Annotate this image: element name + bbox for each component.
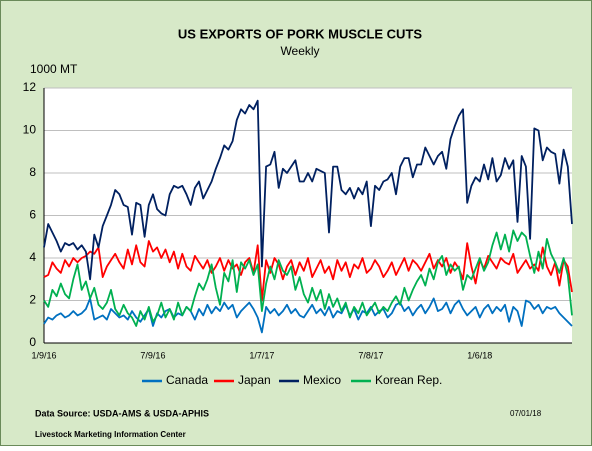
y-tick-label: 10 [23,123,37,137]
series-line [43,229,573,327]
y-tick-label: 6 [29,208,36,222]
x-tick-label: 1/6/18 [467,350,492,360]
legend-label: Korean Rep. [375,373,442,387]
y-axis-label: 1000 MT [30,62,78,76]
y-tick-label: 2 [29,293,36,307]
x-tick-label: 1/9/16 [31,350,56,360]
y-tick-label: 0 [29,335,36,349]
y-tick-label: 12 [23,80,37,94]
y-tick-label: 4 [29,250,36,264]
date: 07/01/18 [510,409,542,418]
legend-label: Mexico [303,373,341,387]
footer: Livestock Marketing Information Center [35,430,186,439]
series-line [43,99,573,281]
y-tick-label: 8 [29,165,36,179]
legend-label: Canada [166,373,208,387]
legend-label: Japan [238,373,271,387]
x-tick-label: 1/7/17 [249,350,274,360]
source: Data Source: USDA-AMS & USDA-APHIS [35,408,209,418]
chart-title: US EXPORTS OF PORK MUSCLE CUTS [178,26,422,41]
x-tick-label: 7/9/16 [140,350,165,360]
chart-subtitle: Weekly [280,44,319,58]
x-tick-label: 7/8/17 [358,350,383,360]
series-line [43,297,573,334]
